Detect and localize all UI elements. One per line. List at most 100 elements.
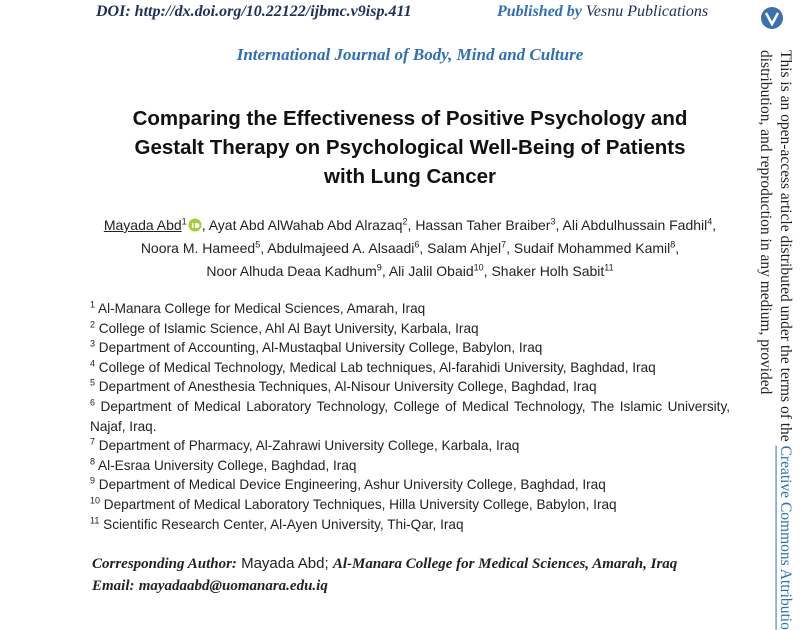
author-affiliation-number: 7 <box>501 239 507 250</box>
author-separator: , <box>407 217 412 233</box>
author-affiliation-number: 8 <box>670 239 676 250</box>
affiliation: 3 Department of Accounting, Al-Mustaqbal… <box>90 338 730 358</box>
author: Ali Abdulhussain Fadhil4, <box>563 217 717 233</box>
affiliation-number: 10 <box>90 495 101 506</box>
author-name[interactable]: Hassan Taher Braiber <box>415 217 551 233</box>
publisher-logo <box>761 7 783 29</box>
author-separator: , <box>483 263 488 279</box>
publisher: Published by Vesnu Publications <box>497 3 708 21</box>
author: Abdulmajeed A. Alsaadi6, <box>267 240 423 256</box>
affiliation: 2 College of Islamic Science, Ahl Al Bay… <box>90 319 730 339</box>
author-separator: , <box>675 240 680 256</box>
author-affiliation-number: 3 <box>550 216 556 227</box>
affiliation-text: College of Medical Technology, Medical L… <box>98 359 656 375</box>
author: Noora M. Hameed5, <box>141 240 264 256</box>
affiliation: 9 Department of Medical Device Engineeri… <box>90 475 730 495</box>
affiliation: 5 Department of Anesthesia Techniques, A… <box>90 377 730 397</box>
license-text: This is an open-access article distribut… <box>777 50 794 442</box>
corresponding-name: Mayada Abd; <box>241 555 329 572</box>
author-separator: , <box>712 217 717 233</box>
corresponding-label: Corresponding Author: <box>92 556 237 572</box>
affiliation-text: Department of Anesthesia Techniques, Al-… <box>98 379 597 395</box>
author: Salam Ahjel7, <box>427 240 510 256</box>
affiliation-number: 8 <box>90 456 96 467</box>
affiliation: 1 Al-Manara College for Medical Sciences… <box>90 299 730 319</box>
affiliation-text: College of Islamic Science, Ahl Al Bayt … <box>98 320 479 336</box>
affiliation-number: 2 <box>90 319 96 330</box>
author: Ali Jalil Obaid10, <box>389 263 488 279</box>
email: Email: mayadaabd@uomanara.edu.iq <box>92 577 328 595</box>
author-name[interactable]: Noora M. Hameed <box>140 240 256 256</box>
author: Hassan Taher Braiber3, <box>415 217 559 233</box>
author: Shaker Holh Sabit11 <box>491 263 613 279</box>
affiliation-number: 6 <box>90 397 96 408</box>
author-name[interactable]: Sudaif Mohammed Kamil <box>513 240 671 256</box>
author-name[interactable]: Abdulmajeed A. Alsaadi <box>267 240 415 256</box>
affiliation-number: 1 <box>90 299 96 310</box>
author-affiliation-number: 6 <box>414 239 420 250</box>
email-label: Email: <box>92 578 135 594</box>
license-line: distribution, and reproduction in any me… <box>757 50 774 395</box>
author: Sudaif Mohammed Kamil8, <box>514 240 679 256</box>
author-affiliation-number: 4 <box>707 216 713 227</box>
published-by: Published by <box>497 3 582 20</box>
affiliation-text: Al-Manara College for Medical Sciences, … <box>98 301 426 316</box>
affiliation-number: 7 <box>90 436 96 447</box>
authors: Mayada Abd1, Ayat Abd AlWahab Abd Alraza… <box>100 214 720 283</box>
author: Noor Alhuda Deaa Kadhum9, <box>206 263 385 279</box>
author-name[interactable]: Mayada Abd <box>103 217 182 233</box>
author-affiliation-number: 9 <box>376 262 382 273</box>
author: Mayada Abd1, <box>104 217 206 233</box>
article-title: Comparing the Effectiveness of Positive … <box>90 104 730 191</box>
author-name[interactable]: Ali Jalil Obaid <box>388 263 474 279</box>
license-line: This is an open-access article distribut… <box>776 50 794 630</box>
affiliations: 1 Al-Manara College for Medical Sciences… <box>90 299 730 534</box>
doi: DOI: http://dx.doi.org/10.22122/ijbmc.v9… <box>96 3 412 20</box>
author-separator: , <box>555 217 560 233</box>
affiliation-number: 5 <box>90 377 96 388</box>
affiliation-number: 11 <box>90 515 100 525</box>
title-line: with Lung Cancer <box>324 165 496 188</box>
author-separator: , <box>419 240 424 256</box>
author-separator: , <box>506 240 510 256</box>
author-name[interactable]: Salam Ahjel <box>427 240 502 256</box>
author-affiliation-number: 5 <box>255 239 261 250</box>
affiliation-text: Department of Medical Laboratory Technol… <box>90 398 731 434</box>
affiliation: 7 Department of Pharmacy, Al-Zahrawi Uni… <box>90 436 730 456</box>
author-affiliation-number: 2 <box>402 216 408 227</box>
affiliation: 8 Al-Esraa University College, Baghdad, … <box>90 456 730 476</box>
orcid-icon[interactable] <box>188 218 202 232</box>
affiliation: 6 Department of Medical Laboratory Techn… <box>90 397 730 436</box>
author-name[interactable]: Ali Abdulhussain Fadhil <box>562 217 708 233</box>
affiliation: 11 Scientific Research Center, Al-Ayen U… <box>90 515 730 535</box>
license-link[interactable]: Creative Commons Attributio <box>777 445 794 630</box>
author-affiliation-number: 10 <box>473 262 484 273</box>
affiliation-number: 3 <box>90 338 96 349</box>
corresponding-author: Corresponding Author: Mayada Abd; Al-Man… <box>92 555 677 573</box>
affiliation-text: Department of Pharmacy, Al-Zahrawi Unive… <box>98 438 520 454</box>
author-affiliation-number: 1 <box>181 216 187 227</box>
title-line: Gestalt Therapy on Psychological Well-Be… <box>134 136 686 159</box>
publisher-name: Vesnu Publications <box>585 3 709 20</box>
affiliation-text: Al-Esraa University College, Baghdad, Ir… <box>98 457 357 473</box>
affiliation: 10 Department of Medical Laboratory Tech… <box>90 495 730 515</box>
author-affiliation-number: 11 <box>604 262 614 273</box>
email-address[interactable]: mayadaabd@uomanara.edu.iq <box>138 578 328 594</box>
affiliation-number: 9 <box>90 475 96 486</box>
author-separator: , <box>260 240 265 256</box>
affiliation-text: Department of Medical Laboratory Techniq… <box>103 496 617 512</box>
journal-name: International Journal of Body, Mind and … <box>236 45 584 64</box>
affiliation-text: Scientific Research Center, Al-Ayen Univ… <box>103 516 464 532</box>
author-name[interactable]: Ayat Abd AlWahab Abd Alrazaq <box>208 217 403 233</box>
author-separator: , <box>381 263 386 279</box>
affiliation-number: 4 <box>90 358 96 369</box>
corresponding-affiliation: Al-Manara College for Medical Sciences, … <box>332 556 678 572</box>
affiliation-text: Department of Medical Device Engineering… <box>98 477 606 493</box>
title-line: Comparing the Effectiveness of Positive … <box>132 107 688 130</box>
author-name[interactable]: Noor Alhuda Deaa Kadhum <box>206 263 377 279</box>
author-name[interactable]: Shaker Holh Sabit <box>491 263 605 279</box>
affiliation: 4 College of Medical Technology, Medical… <box>90 358 730 378</box>
author: Ayat Abd AlWahab Abd Alrazaq2, <box>209 217 412 233</box>
author-separator: , <box>201 217 206 233</box>
